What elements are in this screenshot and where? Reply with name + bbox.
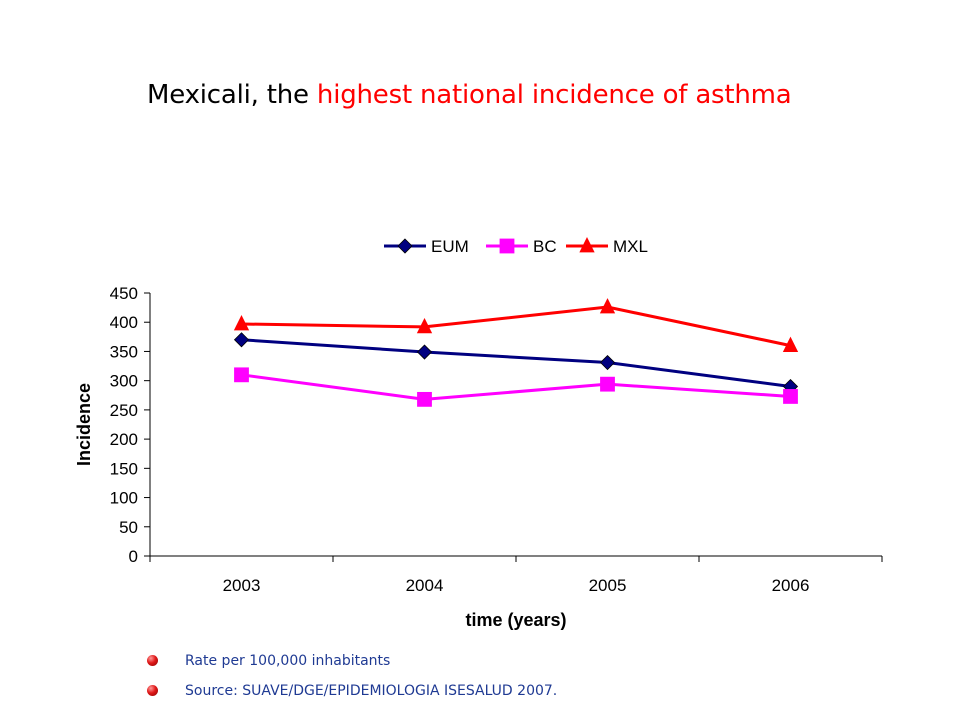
chart-legend: EUM BC MXL [384,237,648,256]
chart-axes: 0 50 100 150 200 250 300 350 400 450 2003 2004 2005 2… [74,284,883,630]
data-point [783,389,798,404]
footnote-text: Rate per 100,000 inhabitants [185,653,391,669]
chart-series [233,298,799,407]
legend-item-bc: BC [486,237,557,256]
series-mxl [233,298,799,352]
y-axis-title: Incidence [74,383,94,466]
x-tick-label: 2006 [772,576,810,595]
x-tick-label: 2005 [589,576,627,595]
data-point [416,344,433,360]
legend-item-eum: EUM [384,237,469,256]
y-tick-label: 200 [110,430,138,449]
legend-marker [397,238,413,254]
series-eum [233,332,799,395]
legend-marker [579,237,595,253]
data-point [233,315,250,331]
data-point [599,354,616,371]
y-tick-label: 150 [110,459,138,478]
bullet-icon [147,685,158,696]
y-tick-label: 350 [110,342,138,361]
data-point [233,332,250,348]
data-point [234,367,249,383]
series-line [241,305,791,348]
legend-item-mxl: MXL [566,237,648,256]
y-tick-label: 50 [119,518,138,537]
y-tick-label: 0 [129,547,138,566]
legend-marker [499,238,515,254]
series-line [241,338,791,388]
y-tick-label: 400 [110,313,138,332]
data-point [417,391,432,407]
footnote-source: Source: SUAVE/DGE/EPIDEMIOLOGIA ISESALUD… [147,680,557,710]
legend-label: BC [533,237,557,256]
data-point [599,298,616,314]
series-bc [234,367,798,407]
x-tick-label: 2003 [223,576,261,595]
slide-title: Mexicali, the highest national incidence… [147,80,792,110]
legend-label: MXL [613,237,648,256]
y-tick-label: 300 [110,372,138,391]
y-tick-label: 450 [110,284,138,303]
title-prefix: Mexicali, the [147,80,317,110]
bullet-icon [147,655,158,666]
x-tick-label: 2004 [406,576,444,595]
x-axis-title: time (years) [465,610,566,630]
footnote-rate: Rate per 100,000 inhabitants [147,650,557,680]
data-point [416,317,433,334]
data-point [782,336,799,352]
series-line [241,373,791,401]
y-tick-label: 250 [110,401,138,420]
y-tick-label: 100 [110,489,138,508]
title-highlight: highest national incidence of asthma [316,80,792,110]
legend-label: EUM [431,237,469,256]
data-point [600,376,615,392]
footnotes: Rate per 100,000 inhabitants Source: SUA… [147,650,557,710]
footnote-text: Source: SUAVE/DGE/EPIDEMIOLOGIA ISESALUD… [185,683,558,699]
